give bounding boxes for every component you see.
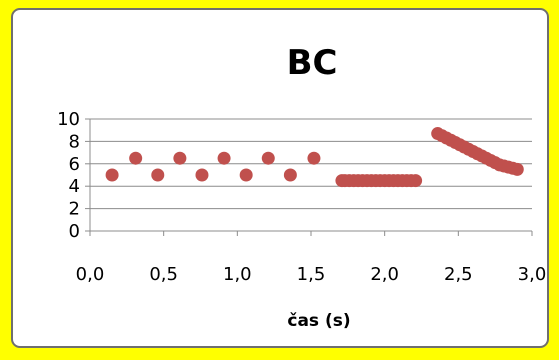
x-axis-label: čas (s) <box>287 311 350 331</box>
data-point <box>129 151 143 165</box>
chart-frame: BC 0 2 4 6 8 10 0,0 0,5 1,0 1,5 2,0 2,5 3,0 čas (s) <box>11 8 549 348</box>
x-tick-labels: 0,0 0,5 1,0 1,5 2,0 2,5 3,0 <box>76 264 547 285</box>
data-point <box>195 168 209 182</box>
x-tick-label: 3,0 <box>518 264 547 285</box>
x-tick-label: 0,5 <box>149 264 178 285</box>
y-tick-label: 4 <box>69 176 80 197</box>
x-tick-label: 2,5 <box>444 264 473 285</box>
data-point <box>283 168 297 182</box>
data-point <box>105 168 119 182</box>
data-point <box>217 151 231 165</box>
data-point <box>409 174 423 188</box>
y-tick-label: 6 <box>69 154 80 175</box>
data-point <box>307 151 321 165</box>
y-tick-label: 0 <box>69 221 80 242</box>
x-tick-label: 1,0 <box>223 264 252 285</box>
data-point <box>151 168 165 182</box>
data-point <box>239 168 253 182</box>
data-point <box>261 151 275 165</box>
axes <box>85 118 533 236</box>
y-tick-label: 2 <box>69 199 80 220</box>
x-tick-label: 2,0 <box>370 264 399 285</box>
data-point <box>510 162 524 176</box>
x-tick-label: 1,5 <box>297 264 326 285</box>
y-tick-label: 10 <box>57 109 80 130</box>
y-tick-label: 8 <box>69 131 80 152</box>
chart-title: BC <box>287 43 338 83</box>
data-point <box>173 151 187 165</box>
data-points <box>105 127 524 188</box>
x-tick-label: 0,0 <box>76 264 105 285</box>
